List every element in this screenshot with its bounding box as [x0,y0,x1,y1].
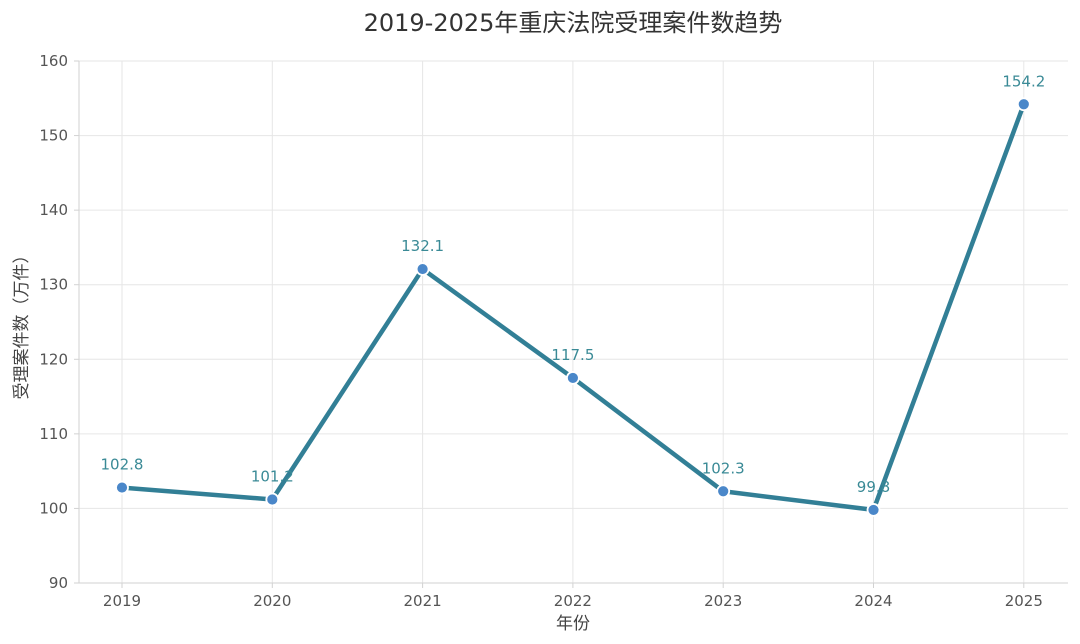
y-tick-label: 110 [39,425,68,443]
y-tick-label: 150 [39,127,68,145]
y-tick-label: 130 [39,276,68,294]
data-point-2023 [716,484,731,499]
grid [79,60,1068,583]
x-tick-label: 2023 [704,592,742,610]
x-tick-label: 2025 [1005,592,1043,610]
data-point-2021 [415,262,430,276]
data-label-2025: 154.2 [1002,72,1045,90]
x-axis-title: 年份 [556,614,590,634]
y-tick-label: 90 [49,574,68,592]
data-label-2024: 99.8 [857,478,890,496]
data-point-2020 [265,492,280,507]
x-tick-label: 2021 [404,592,442,610]
data-point-2022 [566,371,580,385]
x-tick-label: 2020 [253,592,291,610]
x-tick-label: 2019 [103,592,141,610]
y-tick-label: 160 [39,52,68,70]
data-label-2019: 102.8 [101,456,144,474]
data-point-2019 [115,480,129,495]
y-tick-label: 100 [39,499,68,517]
data-label-2020: 101.2 [251,467,294,485]
y-axis-title: 受理案件数（万件） [12,247,32,400]
data-label-2022: 117.5 [551,346,594,364]
data-point-2025 [1016,97,1031,112]
data-label-2021: 132.1 [401,237,444,255]
data-point-2024 [866,503,881,517]
y-tick-labels: 90 100 110 120 130 140 150 160 [39,52,68,592]
y-tick-label: 120 [39,350,68,368]
x-tick-labels: 2019 2020 2021 2022 2023 2024 2025 [103,592,1043,610]
chart-title: 2019-2025年重庆法院受理案件数趋势 [364,9,783,37]
data-label-2023: 102.3 [702,459,745,477]
x-tick-label: 2022 [554,592,592,610]
axes [74,60,1068,588]
x-tick-label: 2024 [854,592,892,610]
data-labels: 102.8 101.2 132.1 117.5 102.3 99.8 154.2 [101,72,1046,496]
y-tick-label: 140 [39,201,68,219]
series [115,97,1031,517]
